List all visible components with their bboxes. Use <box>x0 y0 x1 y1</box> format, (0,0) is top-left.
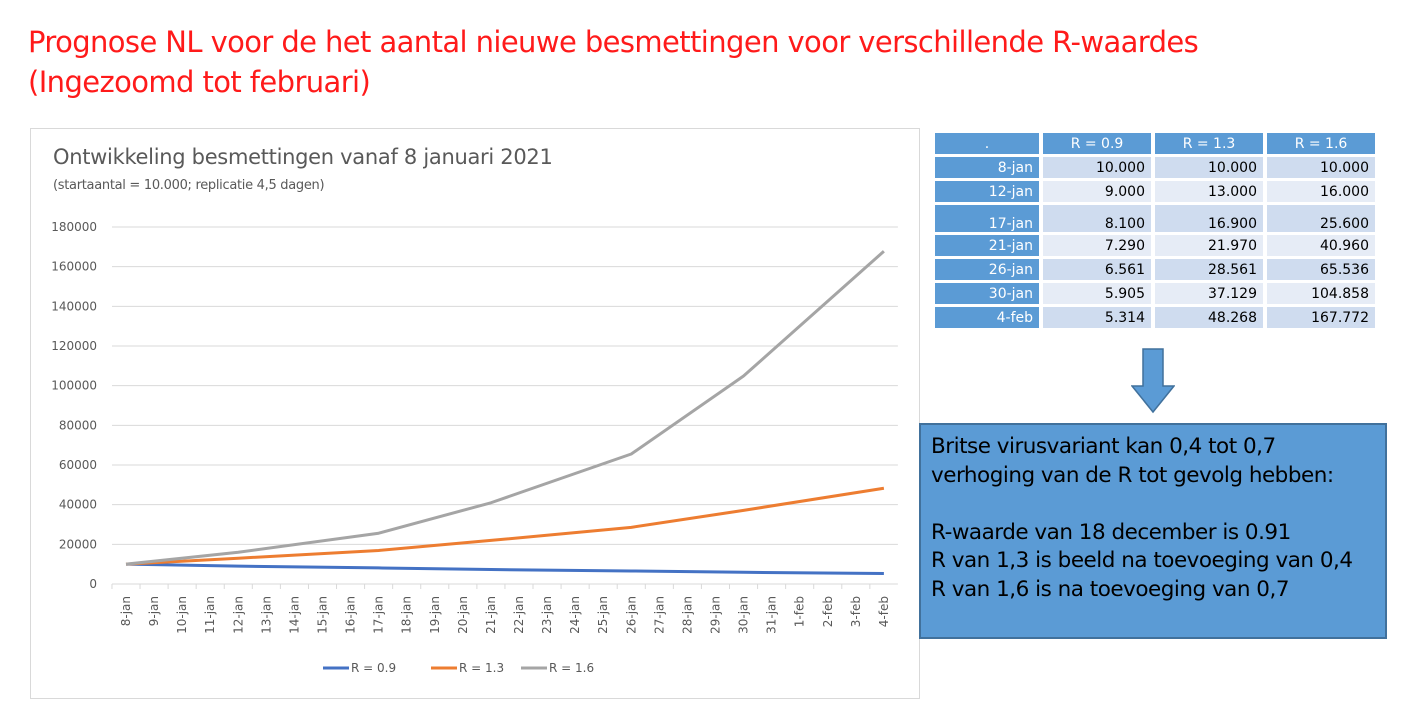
x-tick-label: 26-jan <box>624 596 638 634</box>
x-tick-label: 10-jan <box>175 596 189 634</box>
table-cell: 28.561 <box>1155 259 1263 280</box>
x-tick-label: 2-feb <box>821 596 835 627</box>
table-cell: 5.314 <box>1043 307 1151 328</box>
table-cell: 16.000 <box>1267 181 1375 202</box>
x-tick-label: 13-jan <box>259 596 273 634</box>
x-tick-label: 4-feb <box>877 596 891 627</box>
note-line: verhoging van de R tot gevolg hebben: <box>931 462 1334 488</box>
column-header: R = 0.9 <box>1043 133 1151 154</box>
table-row: 8-jan 10.000 10.000 10.000 <box>935 157 1375 178</box>
note-line: R van 1,3 is beeld na toevoeging van 0,4 <box>931 548 1353 573</box>
series-line-1 <box>125 486 885 566</box>
table-cell: 7.290 <box>1043 235 1151 256</box>
line-chart: 0 20000 40000 60000 80000 100000 120000 140000 1… <box>51 220 898 675</box>
table-row: 17-jan 8.100 16.900 25.600 <box>935 205 1375 232</box>
column-header: R = 1.6 <box>1267 133 1375 154</box>
table-cell: 37.129 <box>1155 283 1263 304</box>
x-tick-label: 27-jan <box>652 596 666 634</box>
note-line <box>931 490 1375 519</box>
y-tick-label: 140000 <box>51 299 97 313</box>
x-tick-label: 16-jan <box>344 596 358 634</box>
slide-title: Prognose NL voor de het aantal nieuwe be… <box>28 22 1199 102</box>
y-tick-label: 100000 <box>51 379 97 393</box>
data-table: .R = 0.9 R = 1.3 R = 1.6 8-jan 10.000 10.000… <box>931 130 1379 331</box>
table-cell: 167.772 <box>1267 307 1375 328</box>
x-tick-label: 22-jan <box>512 596 526 634</box>
x-tick-label: 14-jan <box>287 596 301 634</box>
chart-subtitle: (startaantal = 10.000; replicatie 4,5 da… <box>53 178 325 193</box>
y-tick-label: 60000 <box>59 458 97 472</box>
table-cell: 65.536 <box>1267 259 1375 280</box>
y-tick-label: 180000 <box>51 220 97 234</box>
x-tick-label: 3-feb <box>849 596 863 627</box>
x-tick-label: 1-feb <box>793 596 807 627</box>
x-tick-label: 15-jan <box>315 596 329 634</box>
x-tick-label: 11-jan <box>203 596 217 634</box>
row-date: 30-jan <box>935 283 1039 304</box>
table-cell: 25.600 <box>1267 205 1375 232</box>
row-date: 8-jan <box>935 157 1039 178</box>
series-line-0 <box>125 562 884 575</box>
x-tick-label: 8-jan <box>119 596 133 626</box>
chart-card: Ontwikkeling besmettingen vanaf 8 januar… <box>30 128 920 699</box>
table-cell: 5.905 <box>1043 283 1151 304</box>
row-date: 26-jan <box>935 259 1039 280</box>
table-cell: 40.960 <box>1267 235 1375 256</box>
table-cell: 9.000 <box>1043 181 1151 202</box>
note-box: Britse virusvariant kan 0,4 tot 0,7 verho… <box>919 423 1387 639</box>
x-tick-label: 25-jan <box>596 596 610 634</box>
y-tick-label: 80000 <box>59 418 97 432</box>
row-date: 12-jan <box>935 181 1039 202</box>
x-tick-label: 29-jan <box>708 596 722 634</box>
table-cell: 10.000 <box>1155 157 1263 178</box>
x-tick-label: 31-jan <box>765 596 779 634</box>
table-cell: 13.000 <box>1155 181 1263 202</box>
row-date: 17-jan <box>935 205 1039 232</box>
legend-label: R = 0.9 <box>351 661 396 675</box>
chart-title: Ontwikkeling besmettingen vanaf 8 januar… <box>53 145 553 169</box>
table-cell: 6.561 <box>1043 259 1151 280</box>
row-date: 4-feb <box>935 307 1039 328</box>
y-tick-label: 0 <box>89 577 97 591</box>
x-tick-label: 9-jan <box>147 596 161 626</box>
legend-label: R = 1.3 <box>459 661 504 675</box>
table-cell: 8.100 <box>1043 205 1151 232</box>
x-tick-label: 20-jan <box>456 596 470 634</box>
series-line-2 <box>125 250 885 566</box>
table-cell: 10.000 <box>1043 157 1151 178</box>
table-row: 26-jan 6.561 28.561 65.536 <box>935 259 1375 280</box>
table-row: 4-feb 5.314 48.268 167.772 <box>935 307 1375 328</box>
x-tick-label: 30-jan <box>737 596 751 634</box>
table-cell: 16.900 <box>1155 205 1263 232</box>
note-line: R van 1,6 is na toevoeging van 0,7 <box>931 576 1290 602</box>
y-tick-label: 40000 <box>59 498 97 512</box>
slide-title-line-1: Prognose NL voor de het aantal nieuwe be… <box>28 25 1199 59</box>
table-row: 12-jan 9.000 13.000 16.000 <box>935 181 1375 202</box>
table-row: 30-jan 5.905 37.129 104.858 <box>935 283 1375 304</box>
x-tick-label: 23-jan <box>540 596 554 634</box>
table-row: 21-jan 7.290 21.970 40.960 <box>935 235 1375 256</box>
x-tick-label: 12-jan <box>231 596 245 634</box>
table-cell: 48.268 <box>1155 307 1263 328</box>
x-tick-label: 19-jan <box>428 596 442 634</box>
table-cell: 10.000 <box>1267 157 1375 178</box>
down-arrow-icon <box>1131 348 1175 414</box>
table-cell: 21.970 <box>1155 235 1263 256</box>
row-date: 21-jan <box>935 235 1039 256</box>
column-header: R = 1.3 <box>1155 133 1263 154</box>
x-tick-label: 17-jan <box>372 596 386 634</box>
x-tick-label: 18-jan <box>400 596 414 634</box>
y-tick-label: 20000 <box>59 537 97 551</box>
x-tick-label: 24-jan <box>568 596 582 634</box>
y-tick-label: 160000 <box>51 260 97 274</box>
x-tick-label: 28-jan <box>680 596 694 634</box>
slide-title-line-2: (Ingezoomd tot februari) <box>28 65 371 99</box>
x-tick-label: 21-jan <box>484 596 498 634</box>
table-cell: 104.858 <box>1267 283 1375 304</box>
note-line: R-waarde van 18 december is 0.91 <box>931 519 1291 545</box>
table-corner: . <box>935 133 1039 154</box>
note-line: Britse virusvariant kan 0,4 tot 0,7 <box>931 434 1276 459</box>
legend-label: R = 1.6 <box>549 661 594 675</box>
y-tick-label: 120000 <box>51 339 97 353</box>
